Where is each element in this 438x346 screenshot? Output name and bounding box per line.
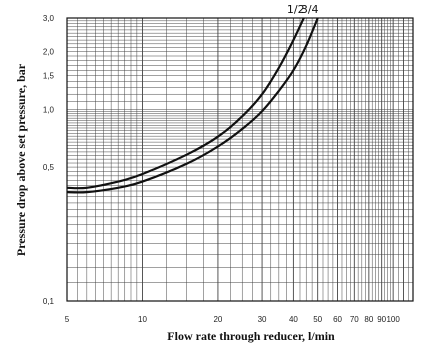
y-tick-label: 0,5 <box>43 163 55 172</box>
x-tick-label: 50 <box>313 315 322 324</box>
x-tick-label: 30 <box>258 315 267 324</box>
series-line-3-4 <box>66 17 319 194</box>
chart-grid <box>66 17 414 302</box>
y-tick-label: 2,0 <box>43 48 55 57</box>
plot-frame <box>66 17 414 302</box>
y-tick-labels: 0,1 0,5 1,0 1,5 2,0 3,0 <box>43 14 55 306</box>
x-axis-label: Flow rate through reducer, l/min <box>167 329 335 343</box>
y-tick-label: 0,1 <box>43 297 55 306</box>
x-tick-labels: 5 10 20 30 40 50 60 70 80 90 100 <box>65 315 401 324</box>
series-group <box>66 17 319 194</box>
series-label: 1/2 <box>287 3 305 16</box>
x-tick-label: 40 <box>289 315 298 324</box>
y-axis-label: Pressure drop above set pressure, bar <box>14 63 28 256</box>
x-tick-label: 90 <box>377 315 386 324</box>
series-label: 3/4 <box>301 3 319 16</box>
series-labels: 1/23/4 <box>287 3 319 16</box>
y-tick-label: 3,0 <box>43 14 55 23</box>
x-tick-label: 10 <box>138 315 147 324</box>
series-line-1-2 <box>66 17 305 190</box>
x-tick-label: 100 <box>386 315 400 324</box>
x-tick-label: 20 <box>213 315 222 324</box>
y-tick-label: 1,5 <box>43 72 55 81</box>
x-tick-label: 60 <box>333 315 342 324</box>
x-tick-label: 70 <box>350 315 359 324</box>
y-tick-label: 1,0 <box>43 105 55 114</box>
x-tick-label: 80 <box>364 315 373 324</box>
x-tick-label: 5 <box>65 315 70 324</box>
